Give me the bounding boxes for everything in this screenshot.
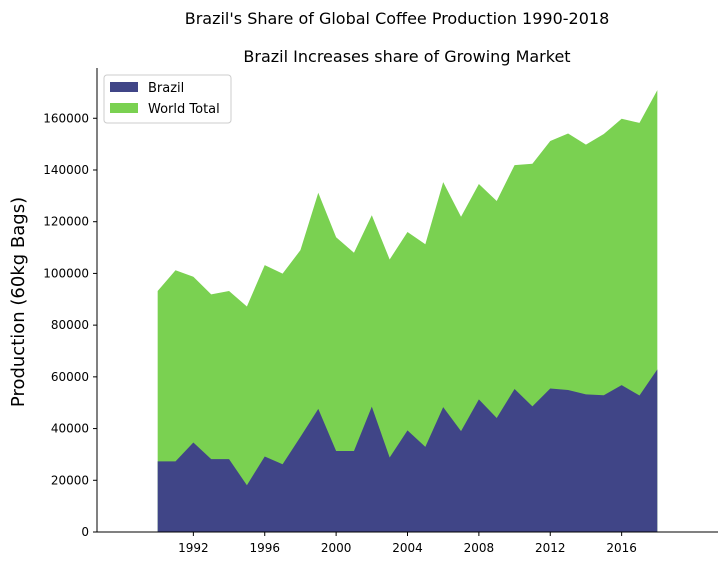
y-tick-label: 140000 — [43, 163, 89, 177]
y-tick-label: 40000 — [51, 422, 89, 436]
legend-label-world-total: World Total — [148, 102, 220, 117]
y-ticks: 0 20000 40000 60000 80000 100000 120000 140000 1… — [43, 111, 97, 539]
x-ticks: 1992 1996 2000 2004 2008 2012 2016 — [178, 532, 637, 555]
x-tick-label: 1992 — [178, 541, 209, 555]
chart-title: Brazil Increases share of Growing Market — [243, 47, 570, 66]
x-tick-label: 2008 — [464, 541, 495, 555]
legend-swatch-brazil — [110, 82, 138, 92]
y-tick-label: 120000 — [43, 215, 89, 229]
legend-label-brazil: Brazil — [148, 81, 184, 96]
y-tick-label: 100000 — [43, 266, 89, 280]
legend: Brazil World Total — [103, 74, 232, 124]
y-tick-label: 20000 — [51, 473, 89, 487]
area-series-layer — [157, 90, 658, 532]
x-tick-label: 2004 — [392, 541, 423, 555]
y-tick-label: 60000 — [51, 370, 89, 384]
y-tick-label: 0 — [81, 525, 89, 539]
x-tick-label: 2012 — [535, 541, 566, 555]
area-brazil — [157, 369, 658, 532]
x-tick-label: 2016 — [606, 541, 637, 555]
y-tick-label: 160000 — [43, 111, 89, 125]
x-tick-label: 1996 — [249, 541, 280, 555]
y-axis-label: Production (60kg Bags) — [8, 197, 29, 407]
x-tick-label: 2000 — [321, 541, 352, 555]
legend-swatch-world-total — [110, 103, 138, 113]
y-tick-label: 80000 — [51, 318, 89, 332]
figure-suptitle: Brazil's Share of Global Coffee Producti… — [185, 9, 610, 28]
